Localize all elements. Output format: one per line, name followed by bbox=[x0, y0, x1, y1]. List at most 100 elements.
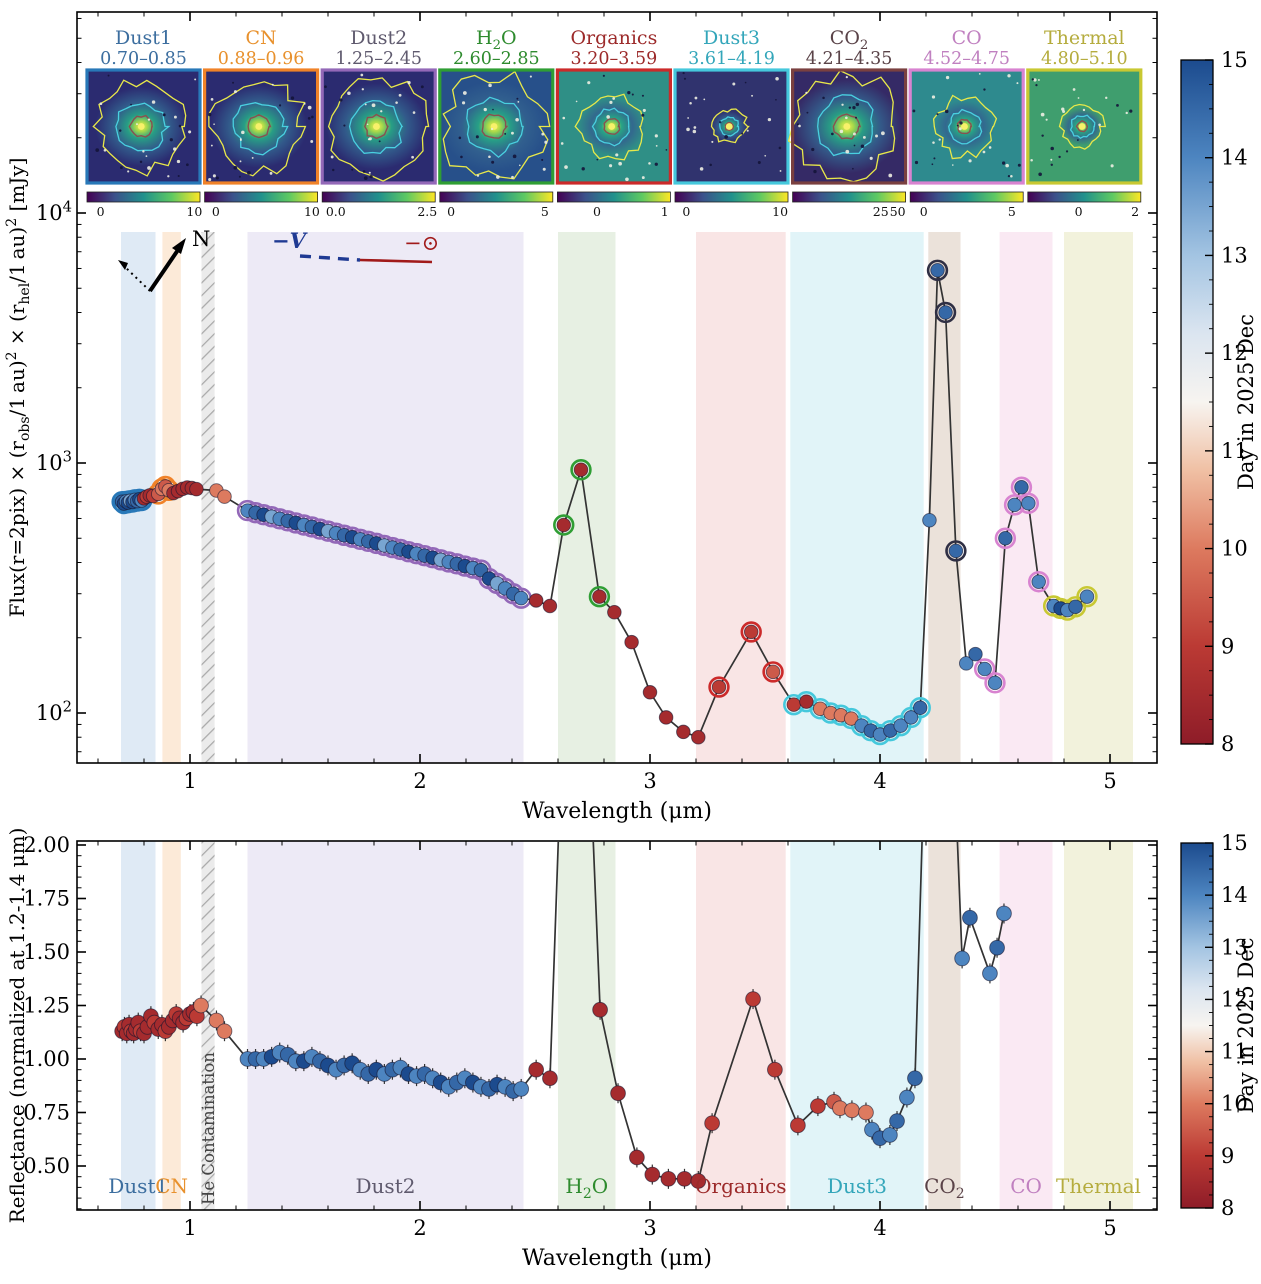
flux-y-tick-label: 103 bbox=[36, 449, 72, 475]
data-point bbox=[745, 991, 761, 1007]
flux-y-tick-label: 104 bbox=[36, 199, 72, 225]
data-point bbox=[610, 1085, 626, 1102]
data-point bbox=[528, 593, 544, 608]
panel-title: CO bbox=[952, 27, 982, 49]
panel-colorbar-tick: 0 bbox=[447, 204, 455, 219]
antisolar-label: −⊙ bbox=[404, 231, 439, 255]
panel-colorbar-tick: 5 bbox=[541, 204, 549, 219]
x-tick-label: 2 bbox=[413, 1216, 426, 1240]
x-tick-label: 1 bbox=[183, 1216, 196, 1240]
colorbar-tick-label: 10 bbox=[1221, 1092, 1248, 1116]
data-point bbox=[1014, 479, 1029, 495]
data-point bbox=[642, 685, 658, 700]
data-point bbox=[573, 462, 589, 477]
reflectance-series bbox=[114, 841, 1012, 1191]
panel-colorbar bbox=[557, 191, 671, 203]
data-point bbox=[528, 1061, 545, 1078]
panel-colorbar-tick: 1 bbox=[661, 204, 669, 219]
data-point bbox=[844, 1102, 860, 1119]
data-point bbox=[977, 661, 992, 677]
colorbar-tick-label: 11 bbox=[1221, 439, 1248, 463]
panel-colorbar-tick: 5 bbox=[1008, 204, 1016, 219]
flux-day-colorbar-gradient bbox=[1180, 59, 1214, 745]
data-point bbox=[658, 710, 674, 725]
band-h2o bbox=[558, 232, 616, 763]
data-point bbox=[938, 305, 953, 320]
band-label-dust1: Dust1 bbox=[108, 1174, 168, 1198]
data-point bbox=[711, 679, 727, 695]
panel-colorbar bbox=[674, 191, 789, 203]
data-point bbox=[998, 531, 1013, 546]
band-thermal bbox=[1064, 841, 1133, 1210]
flux-day-colorbar: 8 9 10 11 12 13 14 15 Day in 2025 Dec bbox=[1180, 48, 1258, 756]
reflectance-axes bbox=[76, 840, 1158, 1211]
x-tick-label: 3 bbox=[643, 1216, 656, 1240]
data-point bbox=[660, 1170, 677, 1187]
band-co2 bbox=[928, 841, 961, 1210]
refl-y-tick-label: 0.50 bbox=[23, 1154, 70, 1178]
band-label-dust2: Dust2 bbox=[356, 1174, 416, 1198]
axis-labels: 1 1 2 2 3 3 4 4 5 5 Wavelength (μm) Wavelength (μm)… bbox=[4, 158, 1117, 1271]
data-point bbox=[767, 1061, 783, 1078]
data-point bbox=[644, 1166, 661, 1183]
data-point bbox=[1007, 497, 1022, 513]
data-point bbox=[513, 590, 529, 606]
data-point bbox=[907, 1070, 923, 1087]
refl-y-tick-label: 2.00 bbox=[23, 833, 70, 857]
band-he-contamination bbox=[201, 232, 215, 763]
flux-y-tick-label: 102 bbox=[36, 699, 72, 725]
panel-colorbar-tick: 50 bbox=[890, 204, 906, 219]
x-tick-label: 4 bbox=[873, 769, 886, 793]
panel-colorbar-tick: 0.0 bbox=[326, 204, 346, 219]
refl-y-axis-title: Reflectance (normalized at 1.2-1.4 μm) bbox=[5, 828, 29, 1224]
band-co2 bbox=[928, 232, 961, 763]
band-label-h2o: H2O bbox=[565, 1174, 608, 1202]
data-point bbox=[189, 481, 204, 497]
panel-range: 1.25–2.45 bbox=[335, 49, 422, 69]
band-co bbox=[999, 841, 1053, 1210]
panel-colorbar bbox=[321, 191, 436, 203]
panel-title: Dust3 bbox=[703, 27, 760, 49]
panel-colorbar bbox=[909, 191, 1024, 203]
data-point bbox=[996, 905, 1012, 922]
colorbar-tick-label: 12 bbox=[1221, 987, 1248, 1011]
band-h2o bbox=[558, 841, 616, 1210]
panel-range: 4.80–5.10 bbox=[1041, 49, 1128, 69]
panel-colorbar-tick: 10 bbox=[304, 204, 320, 219]
data-point bbox=[542, 598, 558, 614]
colorbar-tick-label: 8 bbox=[1221, 1196, 1234, 1220]
data-point bbox=[542, 1070, 558, 1087]
data-point bbox=[922, 513, 937, 528]
data-point bbox=[790, 1117, 806, 1134]
data-point bbox=[624, 634, 639, 650]
panel-title: CN bbox=[246, 27, 277, 49]
data-point bbox=[216, 1023, 233, 1040]
panel-range: 0.88–0.96 bbox=[218, 49, 305, 69]
data-point bbox=[959, 656, 974, 671]
refl-y-tick-label: 1.50 bbox=[23, 940, 70, 964]
panel-range: 4.52–4.75 bbox=[923, 49, 1010, 69]
flux-bands bbox=[121, 232, 1133, 763]
data-point bbox=[962, 909, 978, 926]
data-point bbox=[1068, 599, 1083, 615]
data-point bbox=[629, 1149, 645, 1166]
flux-series bbox=[111, 259, 1098, 746]
colorbar-tick-label: 9 bbox=[1221, 1144, 1234, 1168]
panel-colorbar-tick: 10 bbox=[772, 204, 788, 219]
data-point bbox=[882, 1127, 898, 1143]
data-point bbox=[592, 1001, 608, 1018]
panel-colorbar-tick: 0 bbox=[97, 204, 105, 219]
x-axis-title: Wavelength (μm) bbox=[522, 799, 712, 824]
data-point bbox=[607, 604, 622, 620]
panel-colorbar-tick: 0 bbox=[1075, 204, 1083, 219]
panel-title: Dust1 bbox=[115, 27, 172, 49]
data-point bbox=[858, 1104, 874, 1121]
band-dust3 bbox=[790, 232, 924, 763]
reflectance-day-colorbar: 8 9 10 11 12 13 14 15 Day in 2025 Dec bbox=[1180, 831, 1258, 1220]
band-label-co: CO bbox=[1010, 1174, 1042, 1198]
panel-cn: CN0.88–0.96 0 10 bbox=[203, 27, 320, 219]
